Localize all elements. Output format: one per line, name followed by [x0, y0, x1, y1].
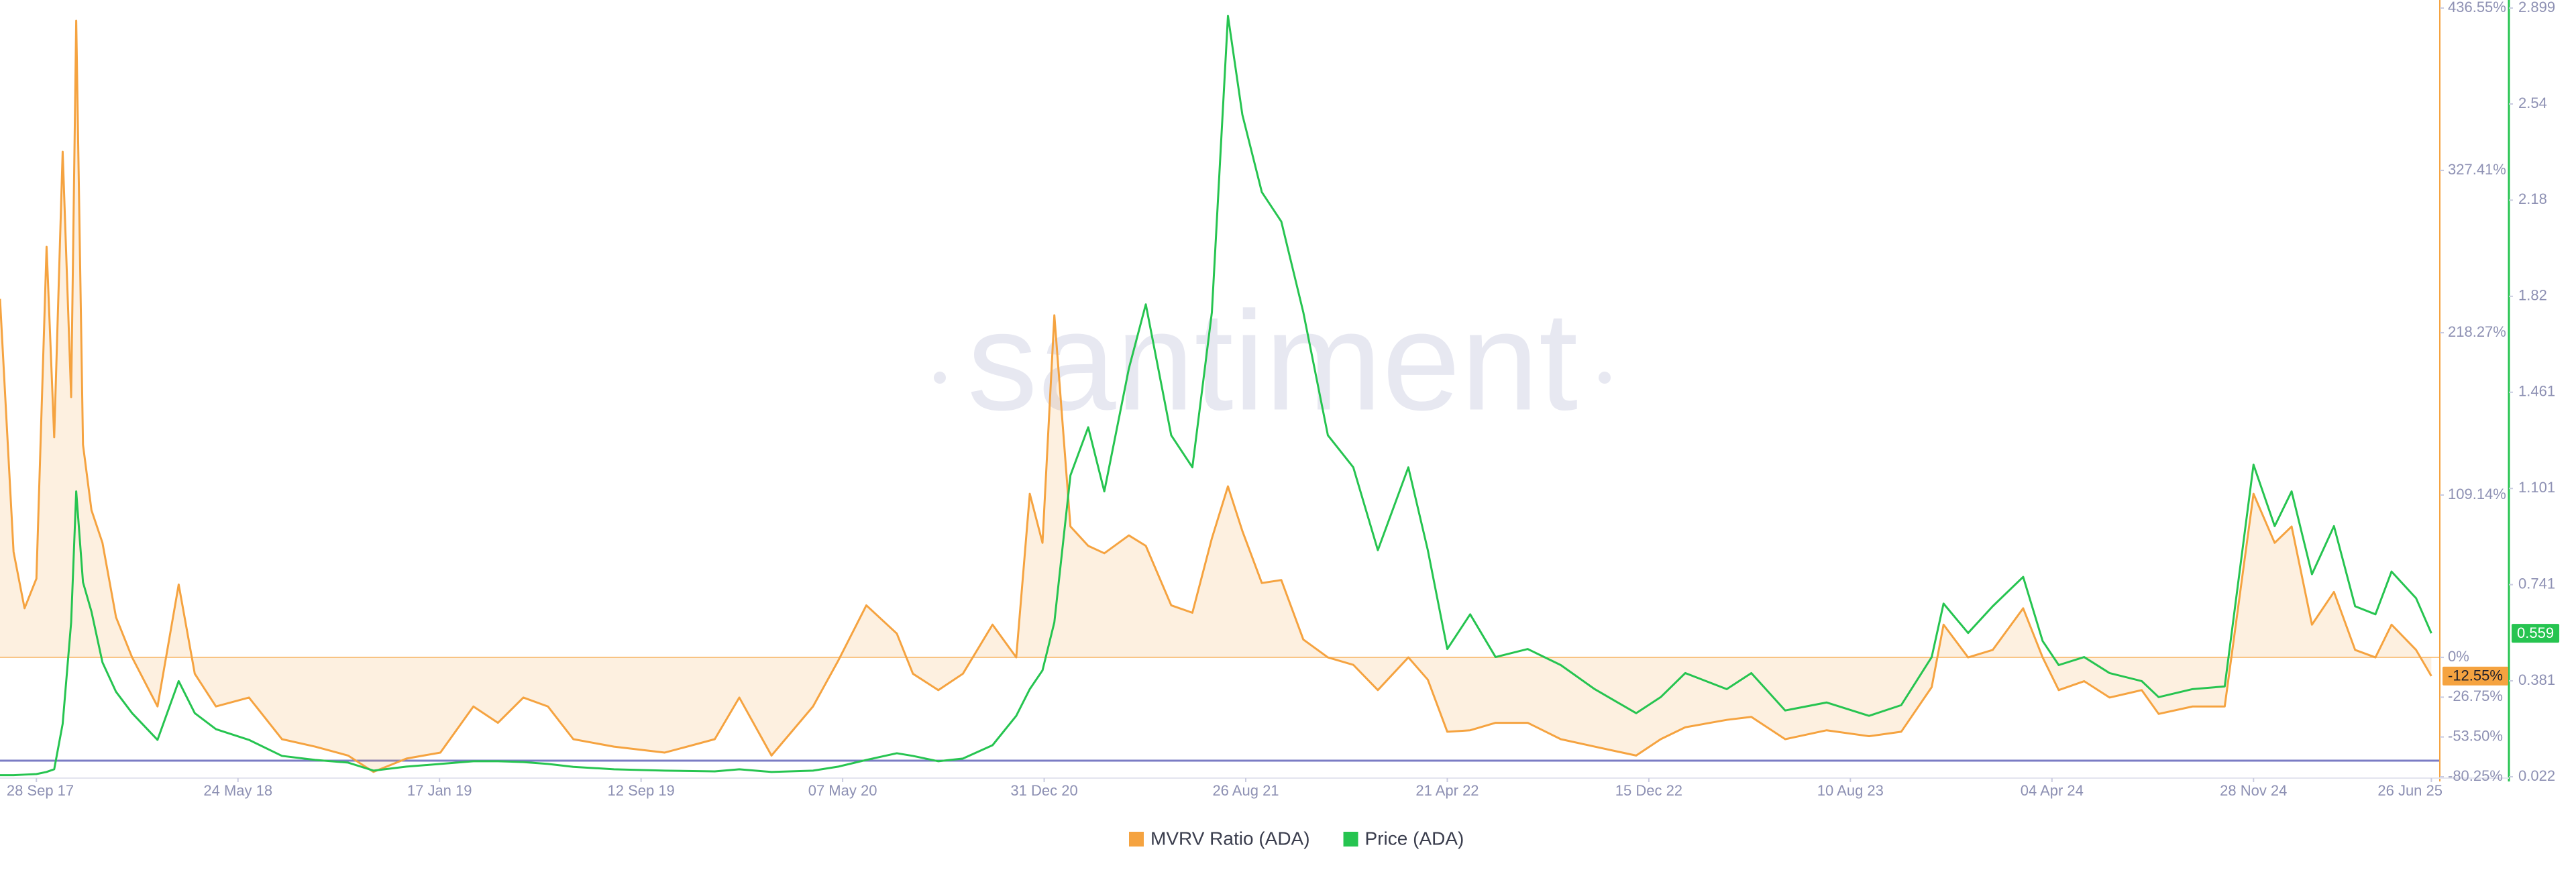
y2-tick-label: 2.54: [2518, 95, 2547, 111]
x-tick-label: 21 Apr 22: [1415, 782, 1479, 799]
x-tick-label: 10 Aug 23: [1817, 782, 1884, 799]
x-tick-label: 07 May 20: [808, 782, 877, 799]
y-tick-label: 0%: [2448, 648, 2469, 665]
last-value-label: 0.559: [2517, 624, 2554, 641]
x-tick-label: 12 Sep 19: [607, 782, 674, 799]
legend-label: Price (ADA): [1365, 828, 1464, 849]
legend-swatch: [1129, 832, 1144, 847]
y-tick-label: 327.41%: [2448, 161, 2506, 178]
series-area: [0, 20, 2432, 772]
y-tick-label: -26.75%: [2448, 688, 2503, 704]
y2-tick-label: 2.18: [2518, 190, 2547, 207]
last-value-badge: [2443, 666, 2508, 686]
x-tick-label: 15 Dec 22: [1615, 782, 1682, 799]
x-tick-label: 28 Nov 24: [2220, 782, 2287, 799]
x-tick-label: 31 Dec 20: [1010, 782, 1077, 799]
series-line: [0, 15, 2432, 777]
y-tick-label: 436.55%: [2448, 0, 2506, 15]
legend: MVRV Ratio (ADA) Price (ADA): [1129, 828, 1464, 849]
x-tick-label: 17 Jan 19: [407, 782, 472, 799]
series-line: [0, 19, 2432, 773]
watermark: santiment: [934, 282, 1611, 439]
x-tick-label: 04 Apr 24: [2021, 782, 2084, 799]
x-tick-label: 28 Sep 17: [7, 782, 74, 799]
x-tick-label: 24 May 18: [203, 782, 272, 799]
legend-label: MVRV Ratio (ADA): [1150, 828, 1310, 849]
watermark-text: santiment: [967, 282, 1578, 439]
last-value-label: -12.55%: [2448, 667, 2503, 684]
y2-tick-label: 1.82: [2518, 287, 2547, 304]
y2-tick-label: 2.899: [2518, 0, 2555, 15]
y2-tick-label: 0.741: [2518, 575, 2555, 592]
watermark-dot: [934, 372, 946, 384]
x-tick-label: 26 Jun 25: [2377, 782, 2443, 799]
legend-swatch: [1343, 832, 1358, 847]
y-tick-label: -80.25%: [2448, 767, 2503, 784]
y-tick-label: -53.50%: [2448, 727, 2503, 744]
y2-tick-label: 0.022: [2518, 767, 2555, 784]
last-value-badge: [2512, 624, 2560, 643]
x-tick-label: 26 Aug 21: [1212, 782, 1279, 799]
y2-tick-label: 0.381: [2518, 671, 2555, 688]
y-tick-label: 109.14%: [2448, 486, 2506, 502]
watermark-dot: [1599, 372, 1611, 384]
y-tick-label: 218.27%: [2448, 323, 2506, 340]
y2-tick-label: 1.461: [2518, 383, 2555, 400]
y2-tick-label: 1.101: [2518, 479, 2555, 496]
